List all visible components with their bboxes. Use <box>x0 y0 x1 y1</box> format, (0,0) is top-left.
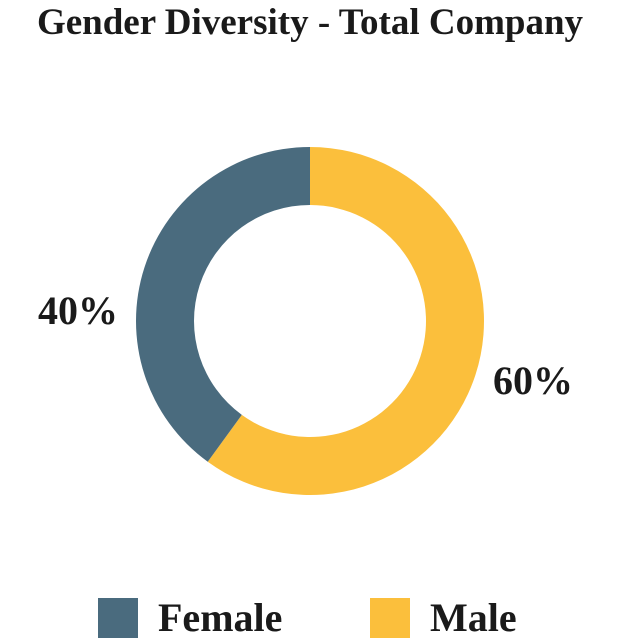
legend-label-female: Female <box>158 595 283 640</box>
value-label-female: 40% <box>38 288 118 333</box>
donut-chart: 60% 40% <box>38 147 573 496</box>
donut-value-labels: 60% 40% <box>38 288 573 403</box>
legend: Female Male <box>0 595 620 640</box>
donut-slices <box>136 147 484 496</box>
legend-label-male: Male <box>430 595 517 640</box>
legend-swatch-male <box>370 598 410 638</box>
legend-swatch-female <box>98 598 138 638</box>
chart-title: Gender Diversity - Total Company <box>36 2 584 43</box>
value-label-male: 60% <box>493 358 573 403</box>
donut-slice-female <box>136 147 310 462</box>
donut-slice-male <box>207 147 484 496</box>
